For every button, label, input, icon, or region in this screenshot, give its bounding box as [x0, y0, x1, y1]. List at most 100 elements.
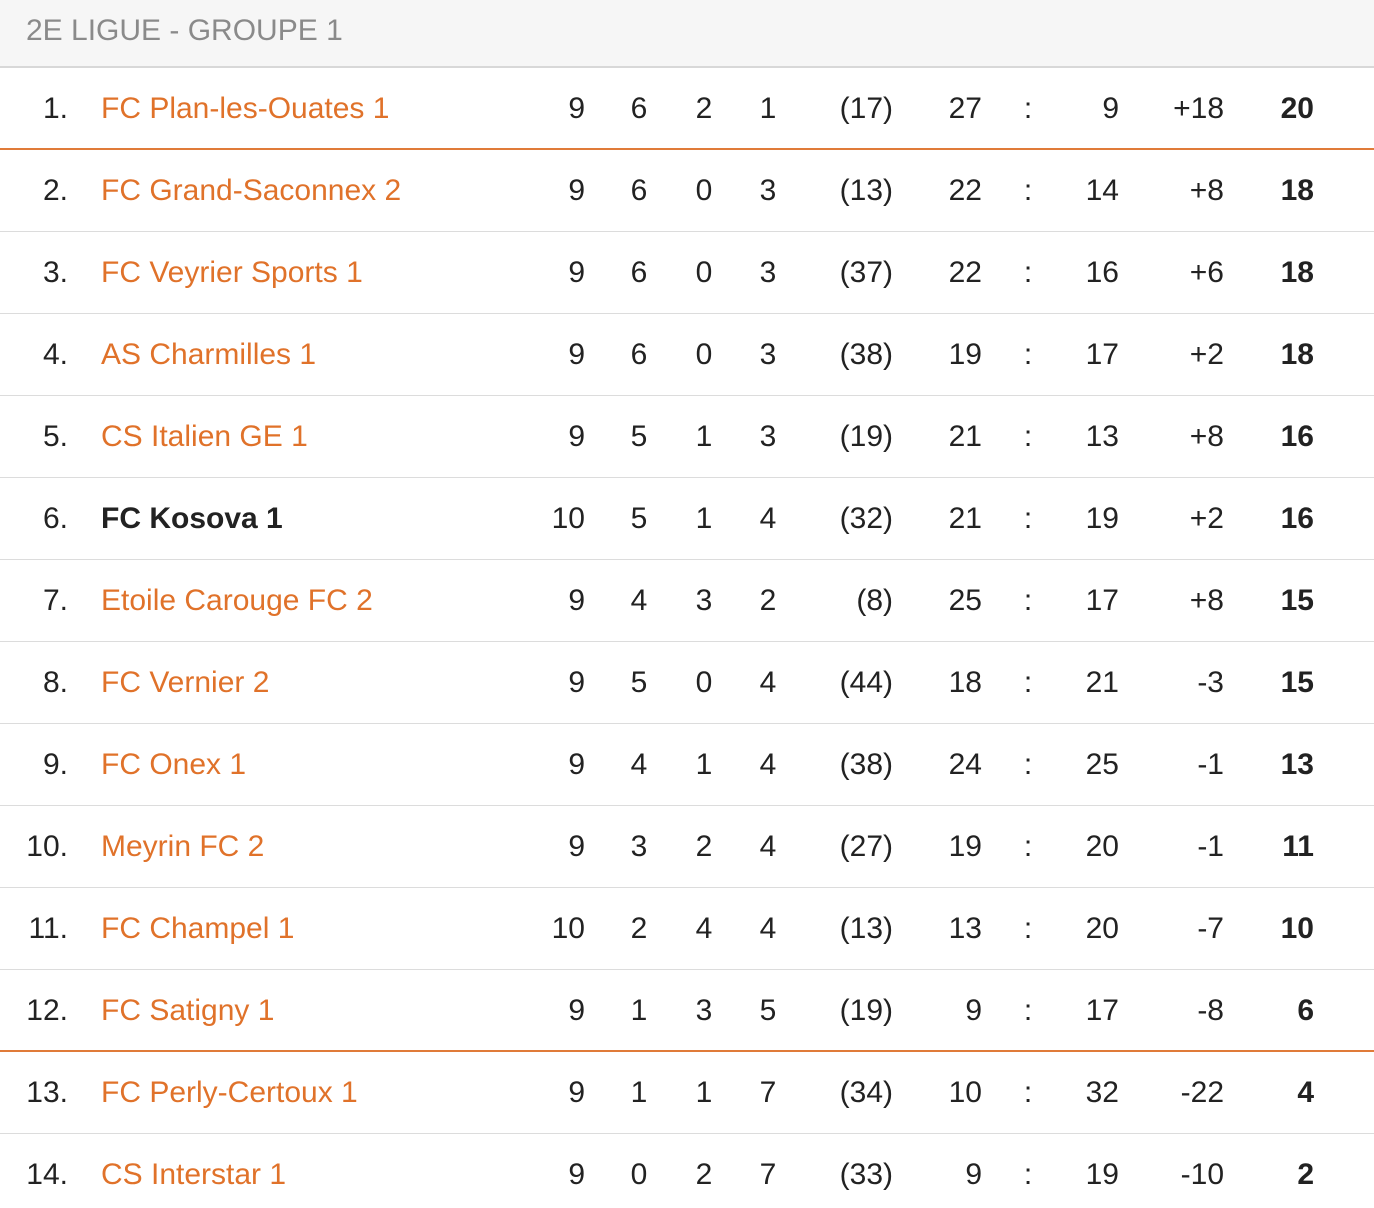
played: 9	[568, 256, 585, 289]
goals-against: 17	[1085, 584, 1119, 617]
goal-difference: -1	[1197, 748, 1224, 781]
played: 9	[568, 420, 585, 453]
goals-for: 27	[948, 92, 982, 125]
goals-for: 10	[948, 1076, 982, 1109]
rank: 7.	[42, 584, 68, 617]
fair-play: (33)	[839, 1158, 893, 1191]
goal-difference: -1	[1197, 830, 1224, 863]
losses: 3	[759, 420, 777, 453]
goals-for: 21	[948, 502, 982, 535]
losses: 1	[759, 92, 777, 125]
team[interactable]: FC Vernier 2	[101, 666, 270, 699]
team[interactable]: CS Interstar 1	[101, 1158, 287, 1191]
goal-difference: +8	[1189, 420, 1224, 453]
team[interactable]: FC Perly-Certoux 1	[101, 1076, 358, 1109]
rank: 5.	[42, 420, 68, 453]
team[interactable]: CS Italien GE 1	[101, 420, 308, 453]
table-row: 9. FC Onex 1 9 4 1 4 (38) 24: 25 -1 13	[0, 724, 1374, 806]
header-title: 2E LIGUE - GROUPE 1	[26, 14, 343, 47]
separator: :	[1023, 584, 1033, 617]
draws: 1	[695, 420, 713, 453]
played: 9	[568, 92, 585, 125]
wins: 2	[630, 912, 648, 945]
separator: :	[1023, 174, 1033, 207]
rank: 9.	[42, 748, 68, 781]
goals-against: 16	[1085, 256, 1119, 289]
goal-difference: +2	[1189, 502, 1224, 535]
goals-for: 18	[948, 666, 982, 699]
rank: 4.	[42, 338, 68, 371]
goals-for: 24	[948, 748, 982, 781]
table-row: 12. FC Satigny 1 9 1 3 5 (19) 9: 17 -8 6	[0, 970, 1374, 1052]
team[interactable]: FC Kosova 1	[101, 502, 283, 535]
rank: 1.	[42, 92, 68, 125]
rank: 14.	[26, 1158, 68, 1191]
goals-for: 19	[948, 830, 982, 863]
fair-play: (32)	[839, 502, 893, 535]
draws: 2	[695, 1158, 713, 1191]
fair-play: (34)	[839, 1076, 893, 1109]
team[interactable]: AS Charmilles 1	[101, 338, 317, 371]
wins: 6	[630, 338, 648, 371]
team[interactable]: FC Satigny 1	[101, 994, 275, 1027]
table-row: 4. AS Charmilles 1 9 6 0 3 (38) 19: 17 +2 18	[0, 314, 1374, 396]
wins: 1	[630, 994, 648, 1027]
points: 10	[1280, 912, 1314, 945]
separator: :	[1023, 338, 1033, 371]
played: 9	[568, 584, 585, 617]
draws: 0	[695, 338, 713, 371]
played: 9	[568, 1076, 585, 1109]
team[interactable]: FC Plan-les-Ouates 1	[101, 92, 390, 125]
separator: :	[1023, 92, 1033, 125]
losses: 2	[759, 584, 777, 617]
table-row: 10. Meyrin FC 2 9 3 2 4 (27) 19: 20 -1 11	[0, 806, 1374, 888]
goal-difference: -10	[1180, 1158, 1224, 1191]
draws: 1	[695, 1076, 713, 1109]
losses: 3	[759, 338, 777, 371]
draws: 3	[695, 994, 713, 1027]
wins: 1	[630, 1076, 648, 1109]
goals-against: 21	[1085, 666, 1119, 699]
played: 9	[568, 666, 585, 699]
points: 18	[1280, 338, 1314, 371]
draws: 2	[695, 830, 713, 863]
rank: 11.	[28, 912, 68, 945]
team[interactable]: FC Veyrier Sports 1	[101, 256, 363, 289]
separator: :	[1023, 502, 1033, 535]
goals-for: 19	[948, 338, 982, 371]
goals-against: 17	[1085, 338, 1119, 371]
played: 9	[568, 748, 585, 781]
draws: 4	[695, 912, 713, 945]
points: 2	[1297, 1158, 1314, 1191]
team[interactable]: FC Champel 1	[101, 912, 295, 945]
team[interactable]: FC Onex 1	[101, 748, 247, 781]
wins: 5	[630, 502, 648, 535]
draws: 1	[695, 502, 713, 535]
fair-play: (13)	[839, 912, 893, 945]
header: 2E LIGUE - GROUPE 1	[0, 0, 1374, 68]
rank: 12.	[26, 994, 68, 1027]
fair-play: (27)	[839, 830, 893, 863]
wins: 0	[630, 1158, 648, 1191]
goals-against: 17	[1085, 994, 1119, 1027]
points: 13	[1280, 748, 1314, 781]
separator: :	[1023, 666, 1033, 699]
points: 4	[1297, 1076, 1314, 1109]
team[interactable]: FC Grand-Saconnex 2	[101, 174, 402, 207]
separator: :	[1023, 748, 1033, 781]
wins: 4	[630, 748, 648, 781]
losses: 3	[759, 256, 777, 289]
played: 9	[568, 830, 585, 863]
goals-against: 19	[1085, 1158, 1119, 1191]
points: 18	[1280, 256, 1314, 289]
separator: :	[1023, 830, 1033, 863]
table-row: 13. FC Perly-Certoux 1 9 1 1 7 (34) 10: 32 -22 4	[0, 1052, 1374, 1134]
goal-difference: +8	[1189, 584, 1224, 617]
wins: 6	[630, 174, 648, 207]
goals-for: 25	[948, 584, 982, 617]
team[interactable]: Etoile Carouge FC 2	[101, 584, 373, 617]
losses: 7	[759, 1158, 777, 1191]
team[interactable]: Meyrin FC 2	[101, 830, 265, 863]
draws: 0	[695, 256, 713, 289]
